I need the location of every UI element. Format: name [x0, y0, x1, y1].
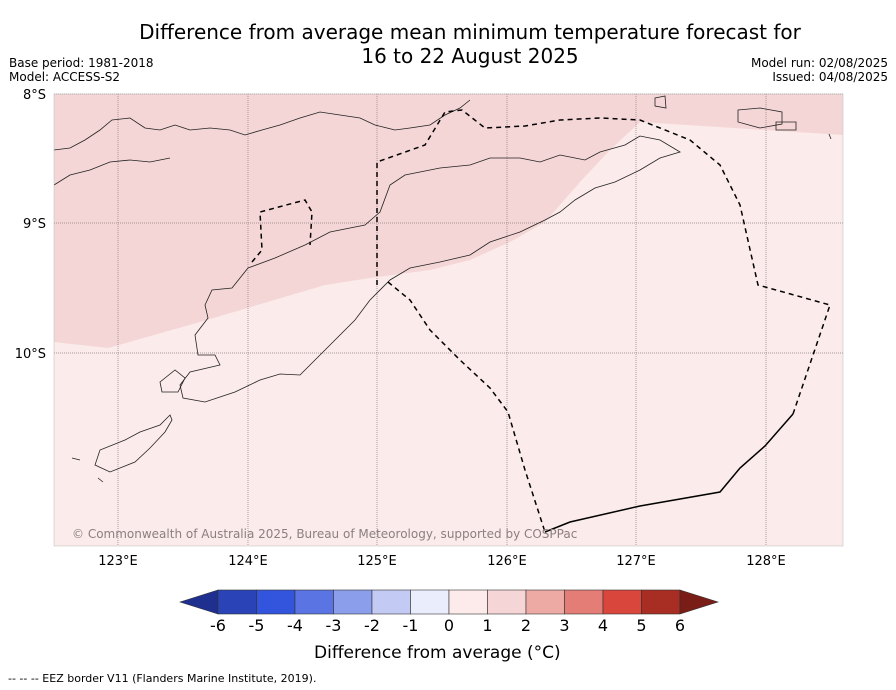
colorbar-tick-label: 2: [521, 616, 531, 635]
map-region-medium: [54, 94, 843, 348]
colorbar-arrow-high: [679, 589, 719, 615]
colorbar-bin: [410, 589, 450, 615]
colorbar-bin: [371, 589, 411, 615]
eez-border-north: [376, 109, 831, 415]
copyright-text: © Commonwealth of Australia 2025, Bureau…: [72, 527, 577, 541]
model-name: Model: ACCESS-S2: [9, 70, 121, 84]
colorbar-bin: [448, 589, 488, 615]
issued-date: Issued: 04/08/2025: [772, 70, 888, 84]
coastline-sumba: [71, 369, 186, 483]
colorbar-tick-label: -5: [249, 616, 265, 635]
colorbar-tick-label: -2: [364, 616, 380, 635]
colorbar-bin: [217, 589, 257, 615]
colorbar-tick-label: -1: [403, 616, 419, 635]
colorbar-tick-label: 0: [444, 616, 454, 635]
colorbar-bin: [256, 589, 296, 615]
eez-border-oecusse: [251, 199, 313, 263]
colorbar: [179, 589, 719, 615]
lon-label-124e: 124°E: [228, 554, 268, 569]
colorbar-bin: [294, 589, 334, 615]
lon-label-123e: 123°E: [98, 554, 138, 569]
lon-label-125e: 125°E: [357, 554, 397, 569]
lon-label-128e: 128°E: [746, 554, 786, 569]
colorbar-tick-label: 6: [675, 616, 685, 635]
title-line-2: 16 to 22 August 2025: [361, 44, 579, 68]
lat-label-9s: 9°S: [23, 217, 46, 232]
eez-borders: [251, 109, 831, 533]
colorbar-tick-label: 4: [598, 616, 608, 635]
lat-label-8s: 8°S: [23, 88, 46, 103]
eez-border-south: [387, 281, 546, 533]
colorbar-bin: [641, 589, 681, 615]
map-frame: [53, 93, 844, 547]
colorbar-tick-label: -6: [210, 616, 226, 635]
model-info: Base period: 1981-2018 Model: ACCESS-S2: [9, 56, 154, 84]
lat-axis: 8°S 9°S 10°S: [15, 88, 46, 362]
colorbar-tick-label: -4: [287, 616, 303, 635]
lon-label-126e: 126°E: [487, 554, 527, 569]
colorbar-ticks: -6 -5 -4 -3 -2 -1 0 1 2 3 4 5 6: [210, 616, 685, 635]
footnote: -- -- -- EEZ border V11 (Flanders Marine…: [8, 672, 317, 685]
colorbar-tick-label: 3: [559, 616, 569, 635]
model-run: Model run: 02/08/2025: [750, 56, 888, 70]
coastline-islands-east: [654, 95, 832, 140]
colorbar-bin: [602, 589, 642, 615]
lon-label-127e: 127°E: [616, 554, 656, 569]
coastlines: [53, 95, 832, 483]
colorbar-tick-label: 5: [636, 616, 646, 635]
title-line-1: Difference from average mean minimum tem…: [139, 20, 801, 44]
colorbar-title: Difference from average (°C): [314, 643, 561, 663]
colorbar-bin: [487, 589, 527, 615]
colorbar-bin: [564, 589, 604, 615]
eez-border-southeast: [544, 413, 794, 533]
colorbar-tick-label: 1: [482, 616, 492, 635]
colorbar-tick-label: -3: [326, 616, 342, 635]
lon-axis: 123°E 124°E 125°E 126°E 127°E 128°E: [98, 554, 786, 569]
run-info: Model run: 02/08/2025 Issued: 04/08/2025: [751, 56, 888, 84]
coastline-islands-north: [53, 99, 471, 186]
coastline-timor: [179, 135, 681, 403]
chart-title: Difference from average mean minimum tem…: [0, 20, 896, 68]
lat-label-10s: 10°S: [15, 347, 46, 362]
colorbar-bin: [525, 589, 565, 615]
colorbar-bin: [333, 589, 373, 615]
colorbar-arrow-low: [179, 589, 219, 615]
base-period: Base period: 1981-2018: [9, 56, 154, 70]
